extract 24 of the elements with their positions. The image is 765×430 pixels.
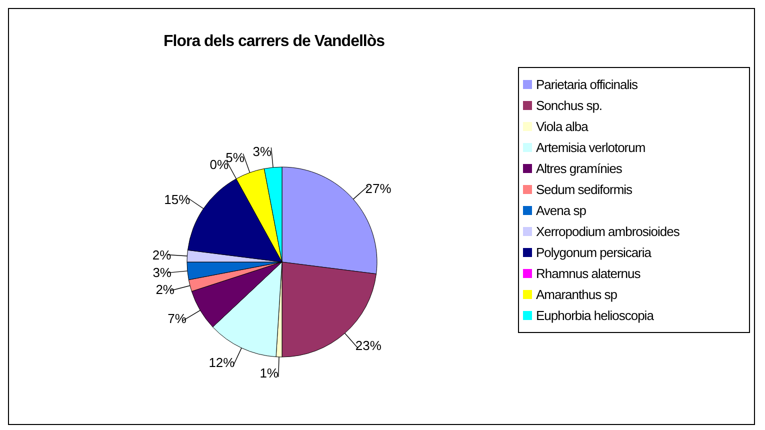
legend-label: Parietaria officinalis [536,77,638,92]
data-label: 23% [355,338,382,353]
legend-label: Amaranthus sp [536,287,617,302]
legend-label: Polygonum persicaria [536,245,652,260]
data-label: 12% [208,354,236,370]
data-label: 3% [252,144,272,159]
legend-label: Sonchus sp. [536,98,602,113]
legend-label: Sedum sediformis [536,182,632,197]
legend-label: Artemisia verlotorum [536,140,646,155]
legend-label: Avena sp [536,203,586,218]
data-label: 27% [365,181,392,196]
legend-label: Rhamnus alaternus [536,266,640,281]
legend-label: Altres gramínies [536,161,622,176]
data-label: 3% [152,264,172,280]
legend-label: Xerropodium ambrosioides [536,224,680,239]
data-label: 7% [168,311,187,326]
legend-label: Viola alba [536,119,588,134]
chart-title: Flora dels carrers de Vandellòs [162,33,386,51]
text: 0% [210,157,229,172]
data-label: 1% [260,365,279,380]
data-label: 2% [156,282,175,298]
data-label: 2% [152,248,172,263]
legend-label: Euphorbia helioscopia [536,308,654,323]
data-label: 15% [164,192,191,208]
